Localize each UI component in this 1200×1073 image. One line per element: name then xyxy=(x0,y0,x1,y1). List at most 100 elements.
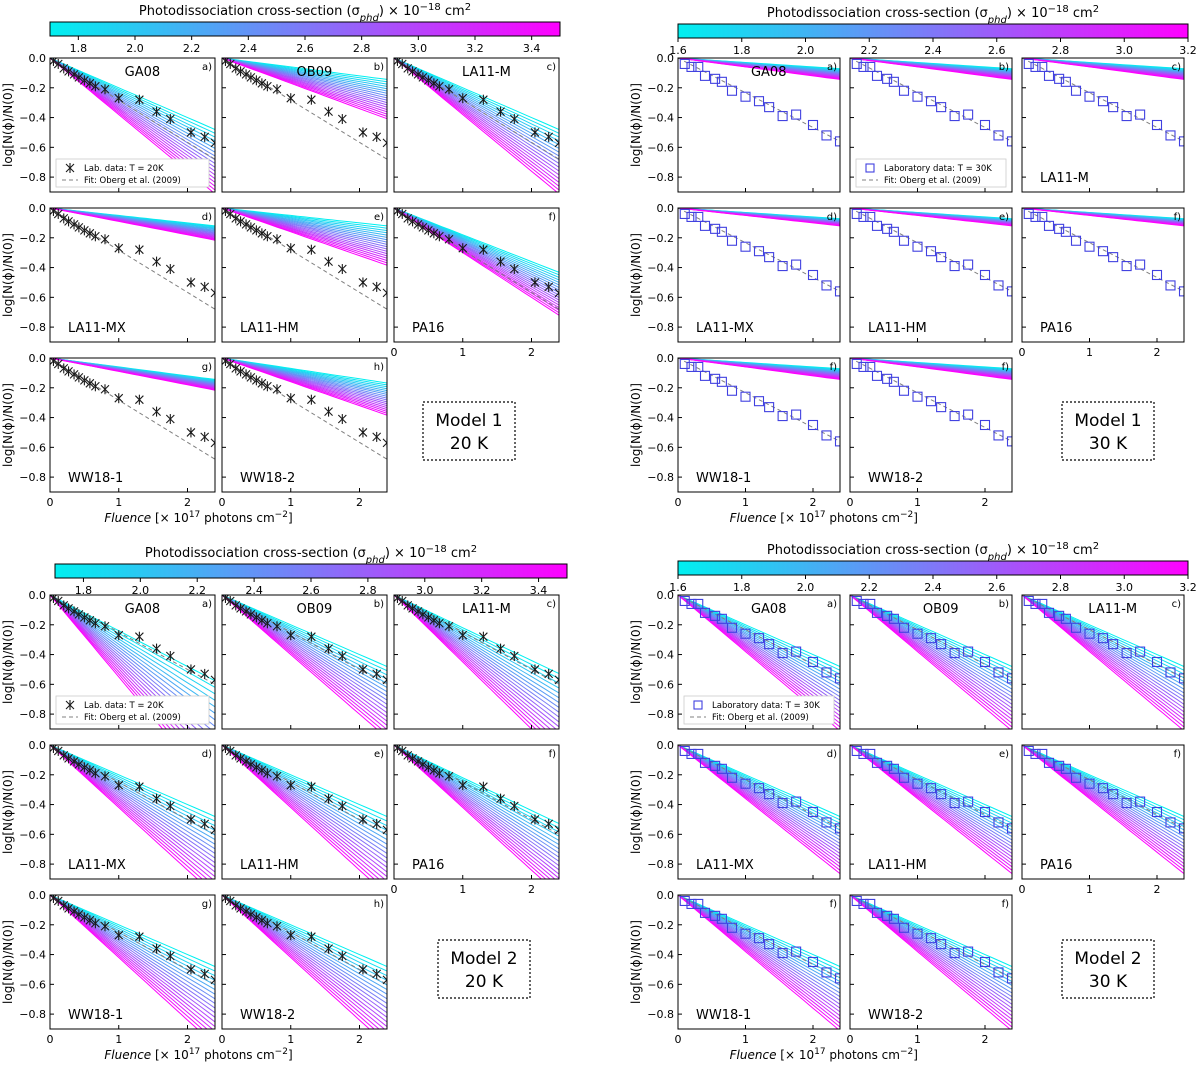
x-tick-label: 2 xyxy=(528,883,535,896)
lab-data-point xyxy=(186,277,196,288)
colorbar-tick-label: 3.2 xyxy=(473,584,491,597)
model-line xyxy=(850,895,1012,1009)
lab-data-point xyxy=(740,91,751,102)
model-line xyxy=(50,895,215,1009)
lab-data-point xyxy=(372,668,382,679)
model-line xyxy=(394,745,559,879)
lab-data-point xyxy=(821,430,832,441)
model-box-temperature: 20 K xyxy=(465,972,504,992)
colorbar-tick-label: 1.8 xyxy=(70,42,88,55)
x-axis-label-part: 17 xyxy=(814,510,825,520)
lab-data-point xyxy=(898,385,910,396)
model-line xyxy=(222,208,387,266)
lab-data-point xyxy=(865,211,876,222)
colorbar-title: Photodissociation cross-section (σphd) ×… xyxy=(145,544,477,566)
subplot-lines xyxy=(678,895,840,1029)
lab-data-point xyxy=(949,411,960,422)
lab-data-point xyxy=(423,225,433,236)
model-line xyxy=(222,745,387,845)
colorbar-tick-label: 2.8 xyxy=(1052,581,1070,594)
model-line xyxy=(850,895,1012,986)
lab-data-point xyxy=(1097,633,1109,644)
lab-data-point xyxy=(246,372,256,383)
lab-data-point xyxy=(993,967,1004,978)
subplot-lines xyxy=(394,745,559,879)
lab-data-point xyxy=(236,366,245,377)
lab-data-point xyxy=(963,109,974,120)
panel-name: GA08 xyxy=(751,65,787,80)
x-tick-label: 2 xyxy=(356,1033,363,1046)
lab-data-point xyxy=(898,772,910,783)
lab-data-point xyxy=(90,81,100,92)
y-tick-label: 0.0 xyxy=(29,739,47,752)
lab-data-point xyxy=(898,85,910,96)
model-line xyxy=(50,595,181,729)
lab-data-point xyxy=(210,974,215,985)
lab-data-point xyxy=(699,607,711,618)
model-line xyxy=(678,895,840,998)
lab-data-point xyxy=(496,643,505,654)
panel-tag: h) xyxy=(374,362,384,373)
panel-tag: f) xyxy=(549,749,557,760)
subplot-lines xyxy=(1022,745,1184,874)
lab-data-point xyxy=(418,72,428,83)
panel-name: LA11-M xyxy=(1088,602,1137,617)
subplot: 0.0 −0.2 −0.4 −0.6 −0.8 GA08 a) log[N(ϕ)/N(0)] xyxy=(629,52,841,193)
lab-data-point xyxy=(871,370,883,381)
model-line xyxy=(222,595,383,729)
lab-data-point xyxy=(246,759,256,770)
legend-marker-label: Lab. data: T = 20K xyxy=(84,701,164,711)
model-line xyxy=(678,895,840,967)
model-line xyxy=(394,745,559,846)
x-axis-label: Fluence [× 1017 photons cm−2] xyxy=(104,1047,292,1062)
model-line xyxy=(50,595,164,729)
x-tick-label: 1 xyxy=(459,883,466,896)
y-tick-label: 0.0 xyxy=(29,352,47,365)
x-tick-label: 1 xyxy=(1086,346,1093,359)
x-axis-label: Fluence [× 1017 photons cm−2] xyxy=(730,1047,918,1062)
subplot-frame xyxy=(49,894,216,1030)
lab-data-point xyxy=(100,234,110,245)
lab-data-point xyxy=(413,219,423,230)
lab-data-point xyxy=(134,244,144,255)
model-line xyxy=(850,895,1012,998)
subplot-lines xyxy=(850,58,1012,147)
panel-name: WW18-1 xyxy=(696,1008,751,1023)
subplot-frame xyxy=(221,207,388,343)
legend-box xyxy=(55,695,210,725)
lab-data-point xyxy=(509,801,519,812)
lab-data-point xyxy=(59,363,69,374)
panel-tag: c) xyxy=(547,62,556,73)
y-tick-label: −0.6 xyxy=(19,828,46,841)
x-tick-label: 0 xyxy=(219,1033,226,1046)
panel-tag: c) xyxy=(1172,599,1181,610)
lab-data-point xyxy=(679,208,690,220)
subplot-lines xyxy=(850,358,1012,447)
model-line xyxy=(1022,745,1184,874)
colorbar-title-part: −18 xyxy=(426,544,447,555)
colorbar-title: Photodissociation cross-section (σphd) ×… xyxy=(767,4,1099,26)
colorbar-tick-label: 3.2 xyxy=(1179,581,1197,594)
fit-line xyxy=(394,208,559,310)
lab-data-point xyxy=(821,967,832,978)
subplot-frame xyxy=(849,894,1013,1030)
lab-data-point xyxy=(1165,817,1176,828)
model-line xyxy=(50,745,215,822)
x-axis-label-part: ] xyxy=(288,1048,293,1062)
colorbar-title-part: ) × 10 xyxy=(1007,6,1048,21)
lab-data-point xyxy=(807,656,819,668)
lab-data-point xyxy=(241,219,251,230)
lab-data-point xyxy=(262,918,272,929)
lab-data-point xyxy=(679,58,690,70)
model-line xyxy=(1022,595,1184,698)
model-line xyxy=(394,595,559,728)
lab-data-point xyxy=(262,231,272,242)
lab-data-point xyxy=(726,85,738,96)
y-tick-label: 0.0 xyxy=(657,889,675,902)
model-line xyxy=(222,745,387,841)
lab-data-point xyxy=(753,933,765,944)
subplot-lines xyxy=(222,208,387,310)
y-tick-label: −0.2 xyxy=(647,232,674,245)
subplot: LA11-HM e) xyxy=(221,207,388,343)
panel-name: LA11-MX xyxy=(696,858,754,873)
